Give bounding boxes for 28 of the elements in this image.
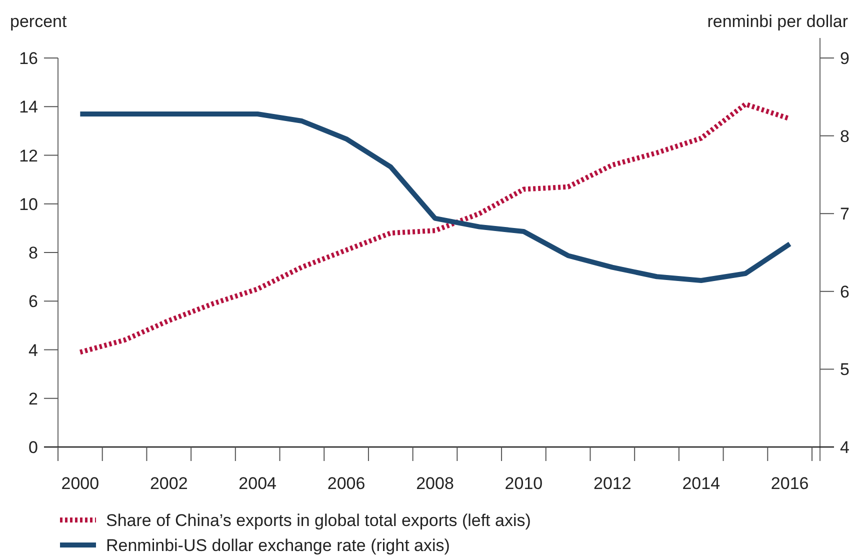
y-tick-label: 8 — [28, 244, 38, 262]
y2-tick-label: 7 — [840, 204, 850, 224]
legend-label: Share of China’s exports in global total exports (left axis) — [106, 511, 531, 530]
x-tick-label: 2002 — [150, 474, 188, 493]
y-axis-title: percent — [10, 12, 67, 31]
y2-tick-label: 6 — [840, 282, 850, 302]
y-tick-label: 16 — [19, 49, 38, 68]
y2-tick-label: 8 — [840, 126, 850, 146]
x-tick-label: 2006 — [327, 474, 366, 493]
y-tick-label: 4 — [28, 340, 38, 360]
y-tick-label: 14 — [19, 98, 38, 117]
y2-tick-label: 5 — [840, 360, 850, 380]
y2-tick-label: 9 — [840, 49, 850, 68]
x-tick-label: 2012 — [594, 474, 632, 493]
y-tick-label: 12 — [19, 146, 38, 166]
y-tick-label: 2 — [28, 389, 38, 408]
y-tick-label: 6 — [28, 292, 38, 312]
y-tick-label: 10 — [19, 194, 38, 214]
x-tick-label: 2016 — [770, 474, 809, 493]
x-tick-label: 2010 — [504, 474, 543, 493]
y2-axis-title: renminbi per dollar — [707, 12, 848, 31]
y2-tick-label: 4 — [840, 438, 850, 457]
y-tick-label: 0 — [28, 438, 38, 457]
legend-label: Renminbi-US dollar exchange rate (right axis) — [106, 536, 450, 555]
x-tick-label: 2014 — [682, 474, 720, 493]
x-tick-label: 2004 — [238, 474, 276, 493]
x-tick-label: 2000 — [61, 474, 100, 493]
x-tick-label: 2008 — [416, 474, 454, 493]
